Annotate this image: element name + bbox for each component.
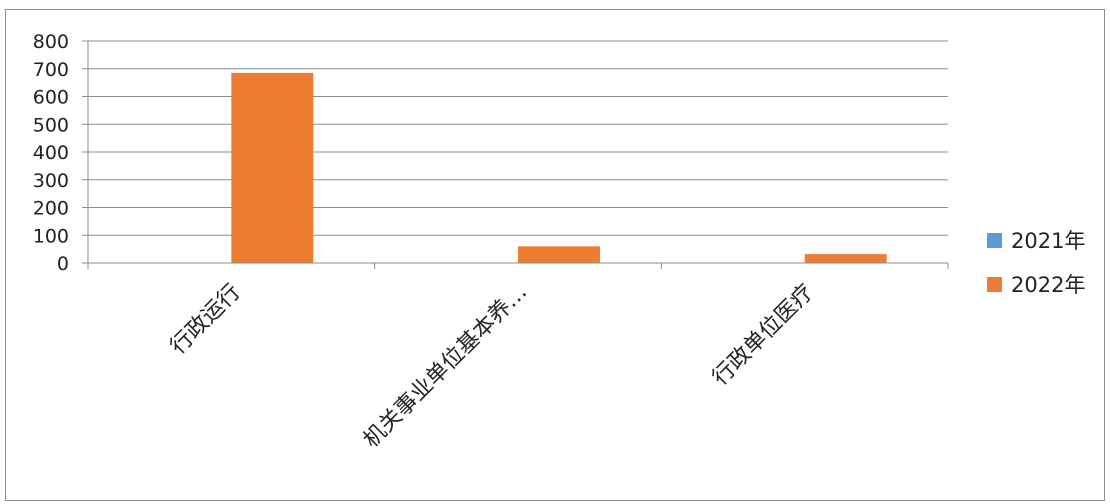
legend: 2021年 2022年 [987, 229, 1085, 297]
x-tick-labels: 行政运行 机关事业单位基本养… 行政单位医疗 [166, 280, 819, 453]
y-tick-label: 600 [33, 87, 69, 109]
y-tick-label: 100 [33, 225, 69, 247]
axes [82, 40, 949, 269]
gridlines [88, 40, 948, 236]
y-tick-label: 300 [33, 170, 69, 192]
bar-2022年-0 [231, 72, 314, 263]
y-tick-label: 400 [33, 142, 69, 164]
x-category-label: 行政单位医疗 [708, 280, 819, 391]
y-tick-label: 700 [33, 59, 69, 81]
y-tick-labels: 0 100 200 300 400 500 600 700 800 [33, 31, 69, 275]
legend-swatch [987, 277, 1002, 292]
bar-2022年-1 [518, 246, 600, 263]
bar-2022年-2 [804, 254, 887, 263]
y-tick-label: 500 [33, 114, 69, 136]
x-category-label: 行政运行 [166, 280, 246, 360]
legend-label: 2022年 [1011, 273, 1085, 297]
y-tick-label: 200 [33, 198, 69, 220]
legend-swatch [987, 233, 1002, 248]
y-tick-label: 0 [57, 253, 69, 275]
y-tick-label: 800 [33, 31, 69, 53]
legend-label: 2021年 [1011, 229, 1085, 253]
x-category-label: 机关事业单位基本养… [359, 280, 532, 453]
bars [231, 72, 887, 263]
